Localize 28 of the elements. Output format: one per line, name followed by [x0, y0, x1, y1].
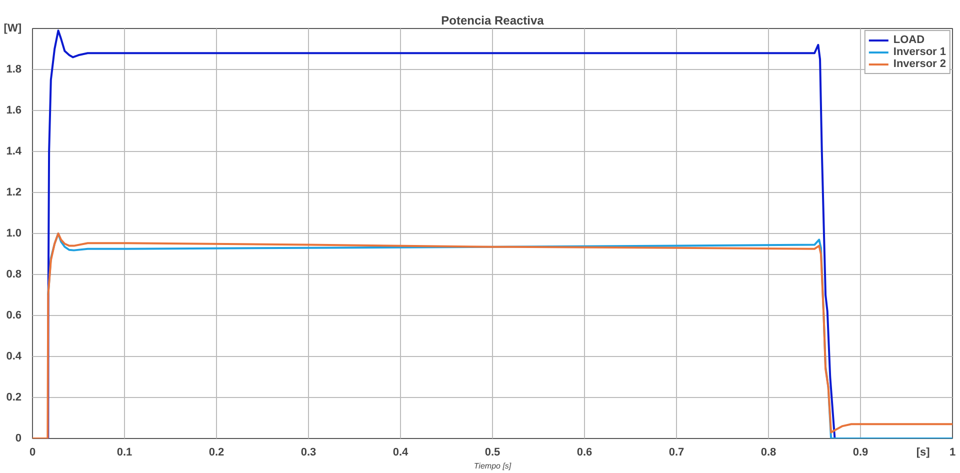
y-tick-label: [W] [4, 22, 22, 34]
x-tick-label: 0.1 [116, 446, 132, 458]
x-tick-label: 0.6 [576, 446, 592, 458]
y-tick-label: 1.2 [6, 186, 22, 198]
y-tick-label: 1.4 [6, 146, 22, 158]
y-tick-label: 0 [15, 432, 22, 444]
chart-title: Potencia Reactiva [441, 14, 544, 28]
legend-label: Inversor 1 [893, 46, 946, 58]
text: [s] [916, 446, 930, 458]
x-tick-label: 0.7 [668, 446, 684, 458]
x-tick-label: 0.4 [392, 446, 410, 458]
y-tick-label: 0.4 [6, 350, 22, 362]
x-tick-label: 1 [949, 446, 956, 458]
x-tick-label: 0.3 [300, 446, 316, 458]
x-tick-label: 0.2 [208, 446, 224, 458]
x-tick-label: 0.8 [760, 446, 776, 458]
legend-label: LOAD [893, 34, 925, 46]
y-tick-label: 1.8 [6, 64, 22, 76]
y-tick-label: 1.6 [6, 104, 22, 116]
x-tick-label: 0 [29, 446, 36, 458]
y-tick-label: 1.0 [6, 228, 22, 240]
x-axis-title: Tiempo [s] [474, 462, 512, 470]
x-tick-label: 0.9 [852, 446, 868, 458]
legend-label: Inversor 2 [893, 58, 946, 70]
y-tick-label: 0.8 [6, 268, 22, 280]
x-tick-label: 0.5 [484, 446, 500, 458]
y-tick-label: 0.6 [6, 310, 22, 322]
y-tick-label: 0.2 [6, 392, 22, 404]
